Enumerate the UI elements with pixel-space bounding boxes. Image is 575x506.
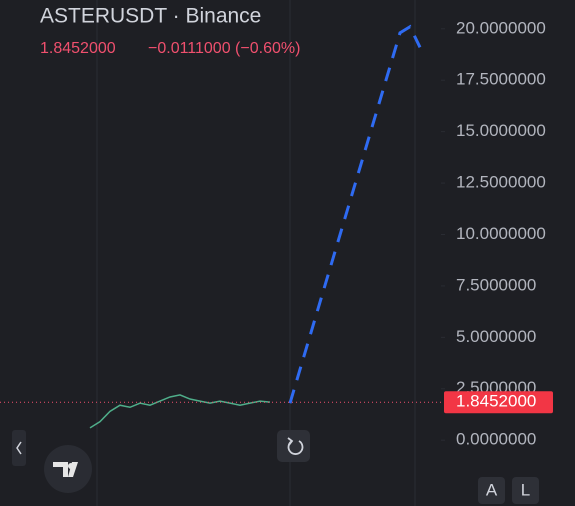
auto-button[interactable]: [478, 477, 505, 504]
y-tick-label: 15.0000000: [456, 121, 546, 140]
y-tick-label: 17.5000000: [456, 70, 546, 89]
series-line: [89, 394, 271, 429]
chart-title: ASTERUSDT · Binance: [40, 5, 261, 28]
collapse-icon: [16, 441, 22, 455]
plot: [89, 24, 422, 429]
y-tick-label: 7.5000000: [456, 275, 536, 294]
last-price: 1.8452000: [40, 40, 116, 57]
series-line: [288, 24, 422, 404]
y-tick-label: 5.0000000: [456, 327, 536, 346]
log-button[interactable]: [512, 477, 539, 504]
y-tick-label: 10.0000000: [456, 224, 546, 243]
y-tick-label: 12.5000000: [456, 173, 546, 192]
last-price-box: [444, 391, 553, 414]
logo-dot: [68, 463, 74, 469]
side-tab[interactable]: [12, 430, 26, 466]
y-tick-label: 0.0000000: [456, 430, 536, 449]
last-price-label: 1.8452000: [456, 392, 536, 411]
reset-arrow: [287, 437, 294, 446]
auto-button-label: A: [486, 480, 498, 499]
log-button-label: L: [521, 480, 530, 499]
price-change: −0.0111000 (−0.60%): [148, 40, 300, 57]
reset-button[interactable]: [277, 430, 310, 462]
y-tick-label: 20.0000000: [456, 18, 546, 37]
